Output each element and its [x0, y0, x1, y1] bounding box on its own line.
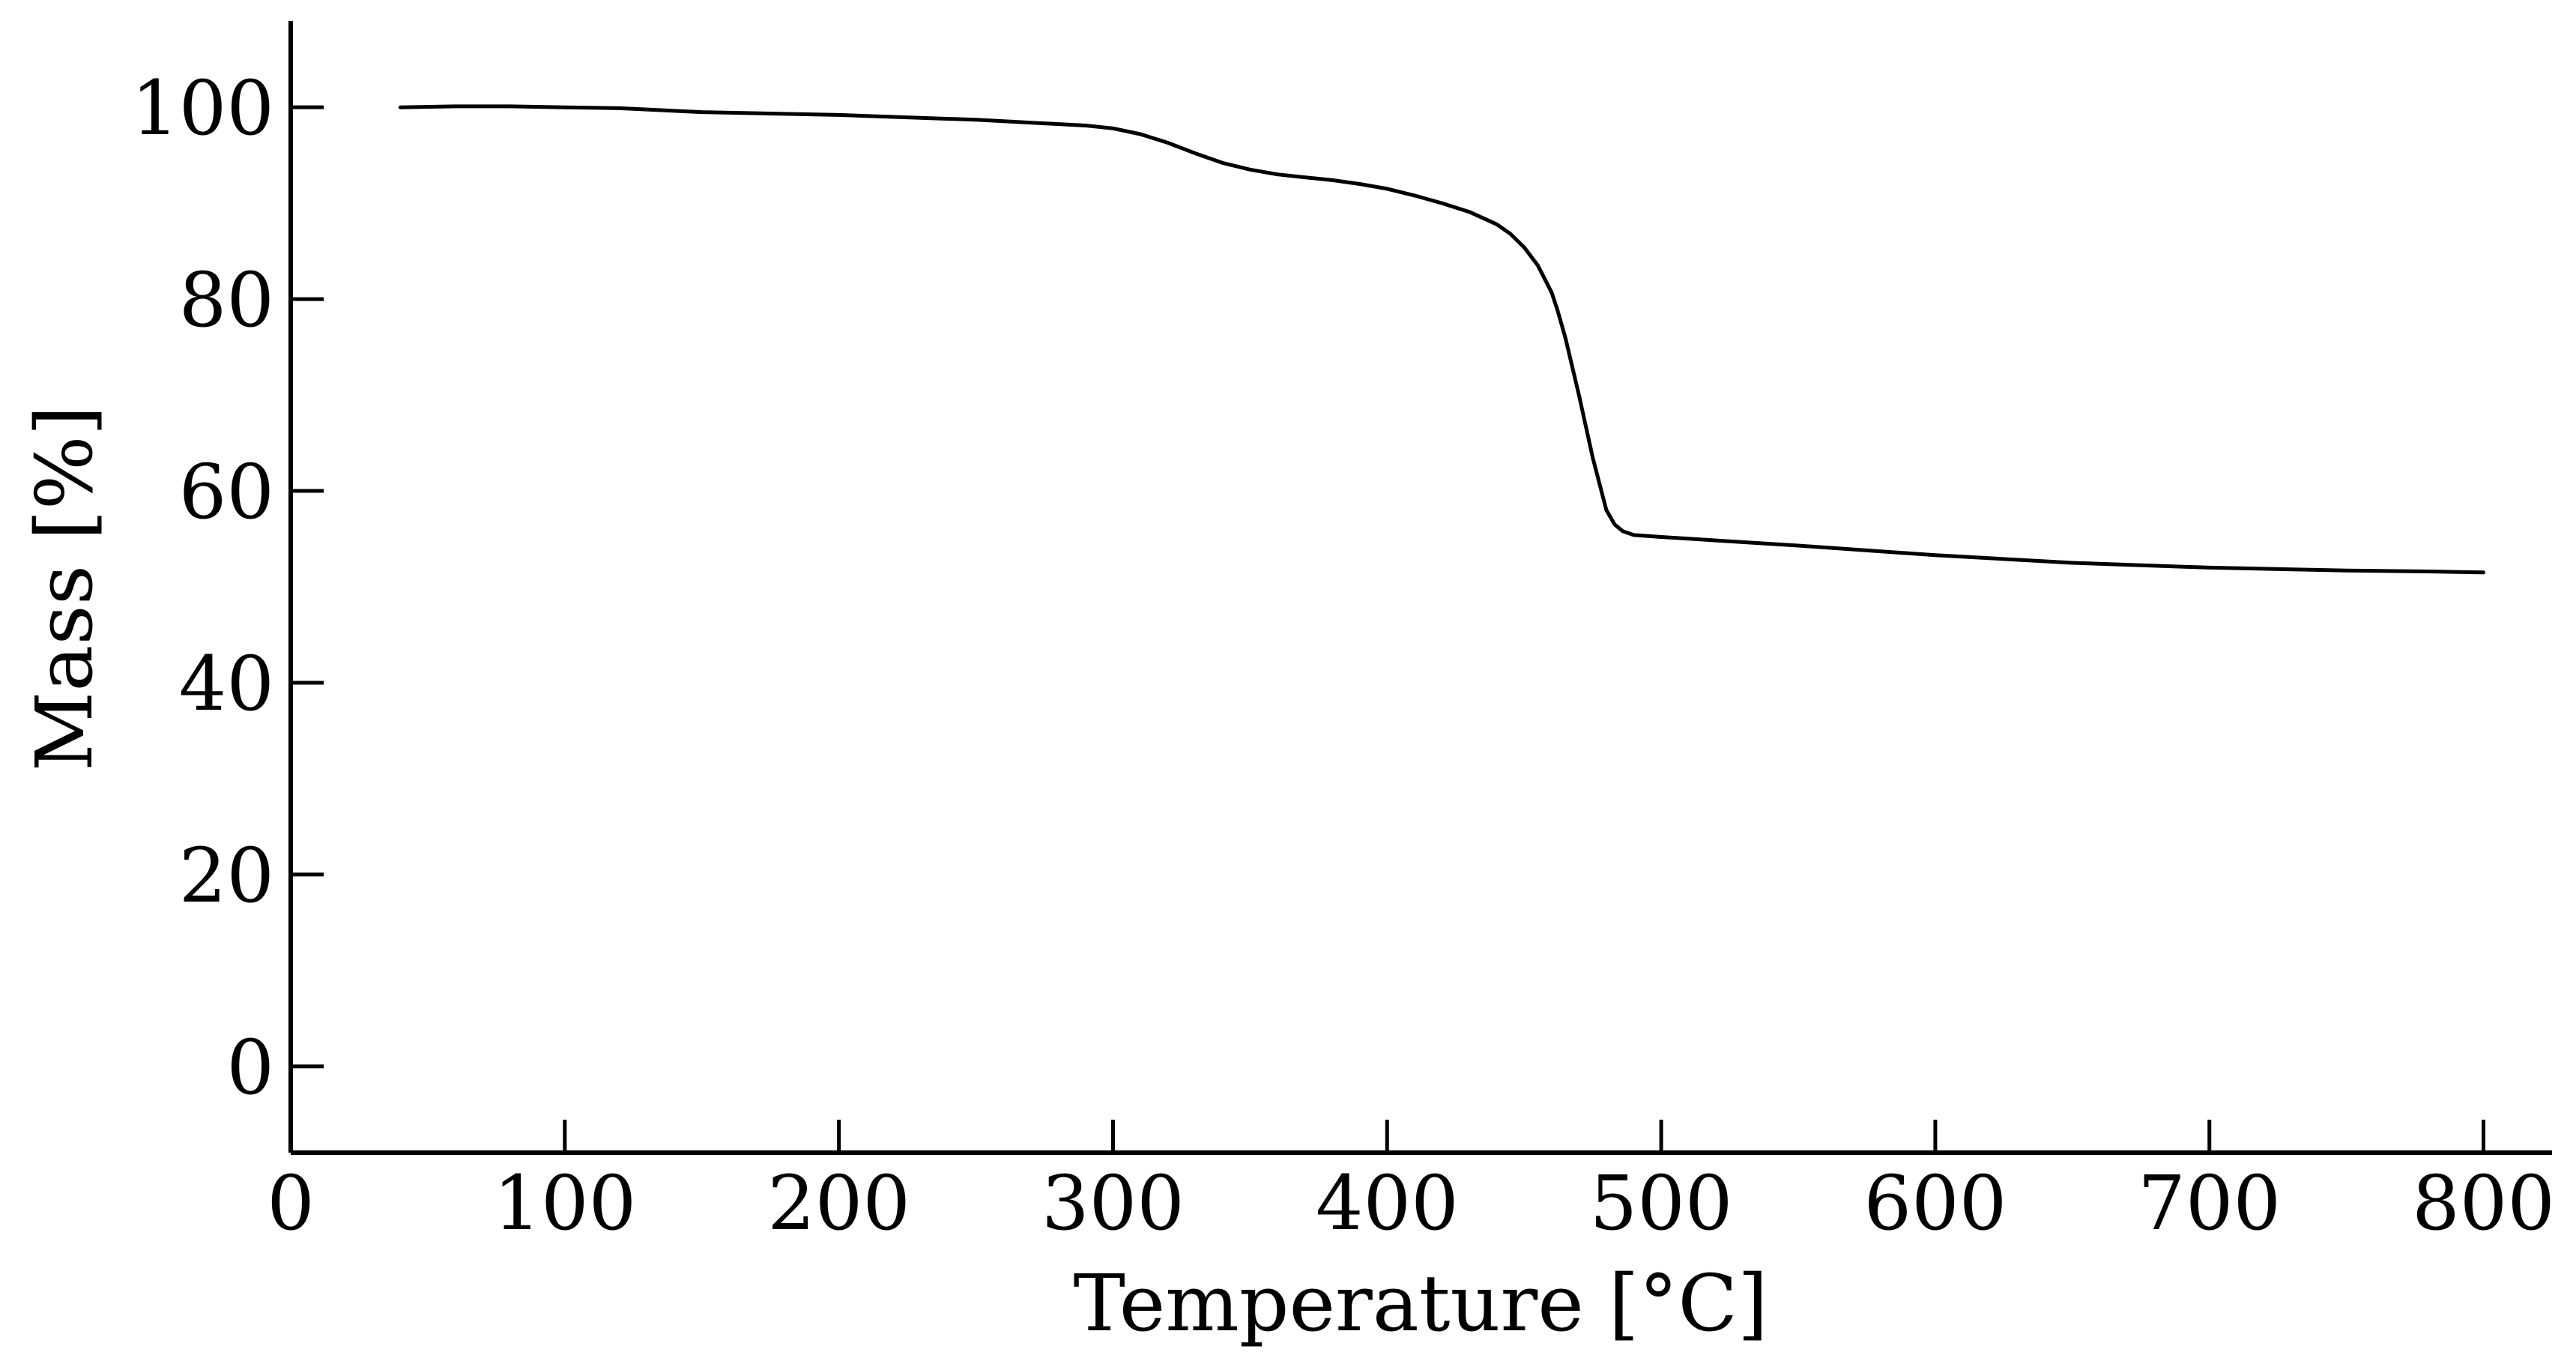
x-tick-label-400: 400	[1316, 1159, 1459, 1247]
y-tick-label-60: 60	[179, 448, 274, 536]
y-tick-label-40: 40	[179, 640, 274, 728]
x-tick-label-100: 100	[493, 1159, 636, 1247]
mass-curve	[398, 104, 2485, 575]
x-tick-label-500: 500	[1590, 1159, 1733, 1247]
y-tick-label-0: 0	[226, 1024, 274, 1111]
x-tick-label-0: 0	[267, 1159, 315, 1247]
x-tick-label-700: 700	[2138, 1159, 2281, 1247]
x-tick-label-200: 200	[767, 1159, 910, 1247]
x-tick-label-600: 600	[1863, 1159, 2007, 1247]
tick-labels: 0 100 200 300 400 500 600 700 800 0 20 40 60 80 100	[131, 64, 2555, 1247]
axis-ticks	[288, 105, 2486, 1153]
y-tick-label-80: 80	[179, 256, 274, 344]
y-tick-label-20: 20	[179, 832, 274, 920]
x-axis-title: Temperature [°C]	[1073, 1258, 1768, 1349]
y-axis-title: Mass [%]	[19, 405, 110, 771]
y-tick-label-100: 100	[131, 64, 274, 152]
x-tick-label-800: 800	[2412, 1159, 2555, 1247]
x-tick-label-300: 300	[1041, 1159, 1185, 1247]
